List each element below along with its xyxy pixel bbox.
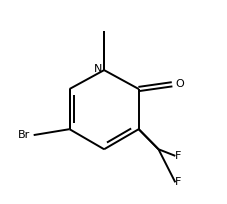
Text: N: N (93, 64, 102, 74)
Text: Br: Br (18, 130, 30, 140)
Text: F: F (175, 177, 181, 187)
Text: O: O (175, 79, 183, 89)
Text: F: F (175, 151, 181, 161)
